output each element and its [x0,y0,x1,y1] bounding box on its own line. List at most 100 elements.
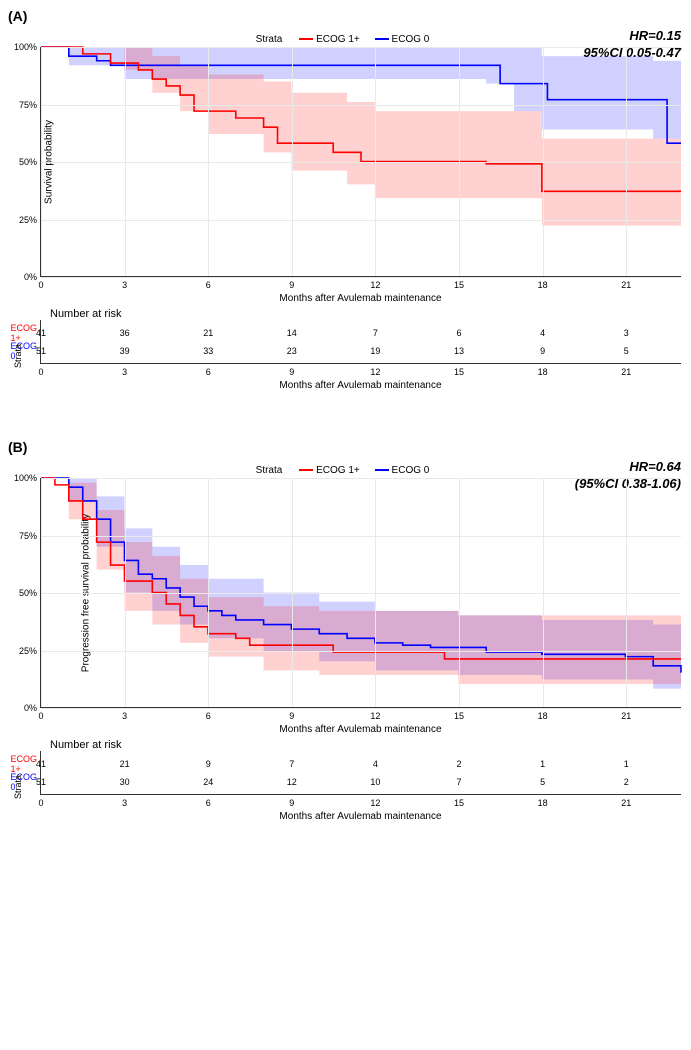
x-tick: 6 [206,707,211,721]
x-tick: 3 [122,276,127,290]
panel-b: (B) Strata ECOG 1+ ECOG 0 HR=0.64 (95%CI… [0,431,691,822]
hr-text: HR=0.15 [583,28,681,45]
legend-swatch [299,469,313,471]
legend-swatch [375,38,389,40]
panel-b-chart: Progression free survival probability 0%… [40,478,681,735]
x-tick: 15 [454,363,464,377]
panel-a-label: (A) [0,0,691,28]
risk-cell: 9 [540,346,545,356]
legend-swatch [299,38,313,40]
risk-cell: 51 [36,346,46,356]
x-tick: 9 [289,707,294,721]
legend-title: Strata [256,465,283,476]
x-tick: 0 [38,707,43,721]
risk-cell: 21 [120,759,130,769]
risk-cell: 7 [457,777,462,787]
risk-cell: 23 [287,346,297,356]
x-tick: 0 [38,363,43,377]
x-tick: 21 [621,363,631,377]
legend-swatch [375,469,389,471]
x-tick: 18 [538,363,548,377]
legend-item-ecog1: ECOG 1+ [299,34,360,45]
x-tick: 21 [621,794,631,808]
y-tick: 100% [14,473,41,483]
x-tick: 18 [538,276,548,290]
x-axis-label: Months after Avulemab maintenance [40,708,681,735]
x-tick: 3 [122,794,127,808]
x-tick: 9 [289,363,294,377]
panel-b-label: (B) [0,431,691,459]
risk-cell: 1 [540,759,545,769]
x-axis-label: Months after Avulemab maintenance [40,795,681,822]
risk-table-title: Number at risk [0,735,691,751]
panel-b-risk-table: Strata ECOG 1+4121974211ECOG 05130241210… [40,751,681,822]
risk-cell: 39 [120,346,130,356]
risk-cell: 4 [373,759,378,769]
risk-cell: 12 [287,777,297,787]
risk-cell: 2 [624,777,629,787]
x-tick: 12 [370,363,380,377]
risk-cell: 41 [36,328,46,338]
risk-cell: 4 [540,328,545,338]
risk-cell: 14 [287,328,297,338]
x-axis-label: Months after Avulemab maintenance [40,364,681,391]
x-tick: 12 [370,276,380,290]
y-tick: 25% [19,215,41,225]
risk-cell: 6 [457,328,462,338]
x-tick: 21 [621,276,631,290]
risk-cell: 19 [370,346,380,356]
risk-plot: ECOG 1+4121974211ECOG 051302412107520369… [40,751,681,795]
x-tick: 3 [122,707,127,721]
panel-a-chart: Survival probability 0%25%50%75%100%0369… [40,47,681,304]
risk-cell: 7 [373,328,378,338]
legend-title: Strata [256,34,283,45]
x-tick: 15 [454,707,464,721]
risk-cell: 5 [540,777,545,787]
risk-cell: 51 [36,777,46,787]
x-tick: 6 [206,794,211,808]
panel-a-risk-table: Strata ECOG 1+413621147643ECOG 051393323… [40,320,681,391]
risk-table-title: Number at risk [0,304,691,320]
x-tick: 21 [621,707,631,721]
risk-cell: 24 [203,777,213,787]
risk-cell: 1 [624,759,629,769]
legend-item-ecog0: ECOG 0 [375,465,430,476]
legend-item-ecog0: ECOG 0 [375,34,430,45]
risk-cell: 41 [36,759,46,769]
legend-item-ecog1: ECOG 1+ [299,465,360,476]
risk-cell: 7 [289,759,294,769]
x-tick: 18 [538,707,548,721]
risk-cell: 9 [206,759,211,769]
risk-cell: 3 [624,328,629,338]
y-tick: 25% [19,646,41,656]
plot-area: Progression free survival probability 0%… [40,478,681,708]
x-axis-label: Months after Avulemab maintenance [40,277,681,304]
x-tick: 15 [454,794,464,808]
x-tick: 6 [206,363,211,377]
risk-cell: 33 [203,346,213,356]
plot-area: Survival probability 0%25%50%75%100%0369… [40,47,681,277]
risk-cell: 10 [370,777,380,787]
risk-cell: 36 [120,328,130,338]
y-tick: 100% [14,42,41,52]
x-tick: 15 [454,276,464,290]
x-tick: 9 [289,276,294,290]
panel-a: (A) Strata ECOG 1+ ECOG 0 HR=0.15 95%CI … [0,0,691,391]
y-tick: 75% [19,100,41,110]
x-tick: 0 [38,276,43,290]
x-tick: 18 [538,794,548,808]
risk-plot: ECOG 1+413621147643ECOG 0513933231913950… [40,320,681,364]
x-tick: 12 [370,707,380,721]
risk-cell: 5 [624,346,629,356]
hr-text: HR=0.64 [575,459,681,476]
x-tick: 12 [370,794,380,808]
risk-cell: 21 [203,328,213,338]
risk-cell: 30 [120,777,130,787]
x-tick: 6 [206,276,211,290]
x-tick: 3 [122,363,127,377]
x-tick: 0 [38,794,43,808]
risk-cell: 2 [457,759,462,769]
y-tick: 50% [19,157,41,167]
risk-cell: 13 [454,346,464,356]
y-tick: 50% [19,588,41,598]
